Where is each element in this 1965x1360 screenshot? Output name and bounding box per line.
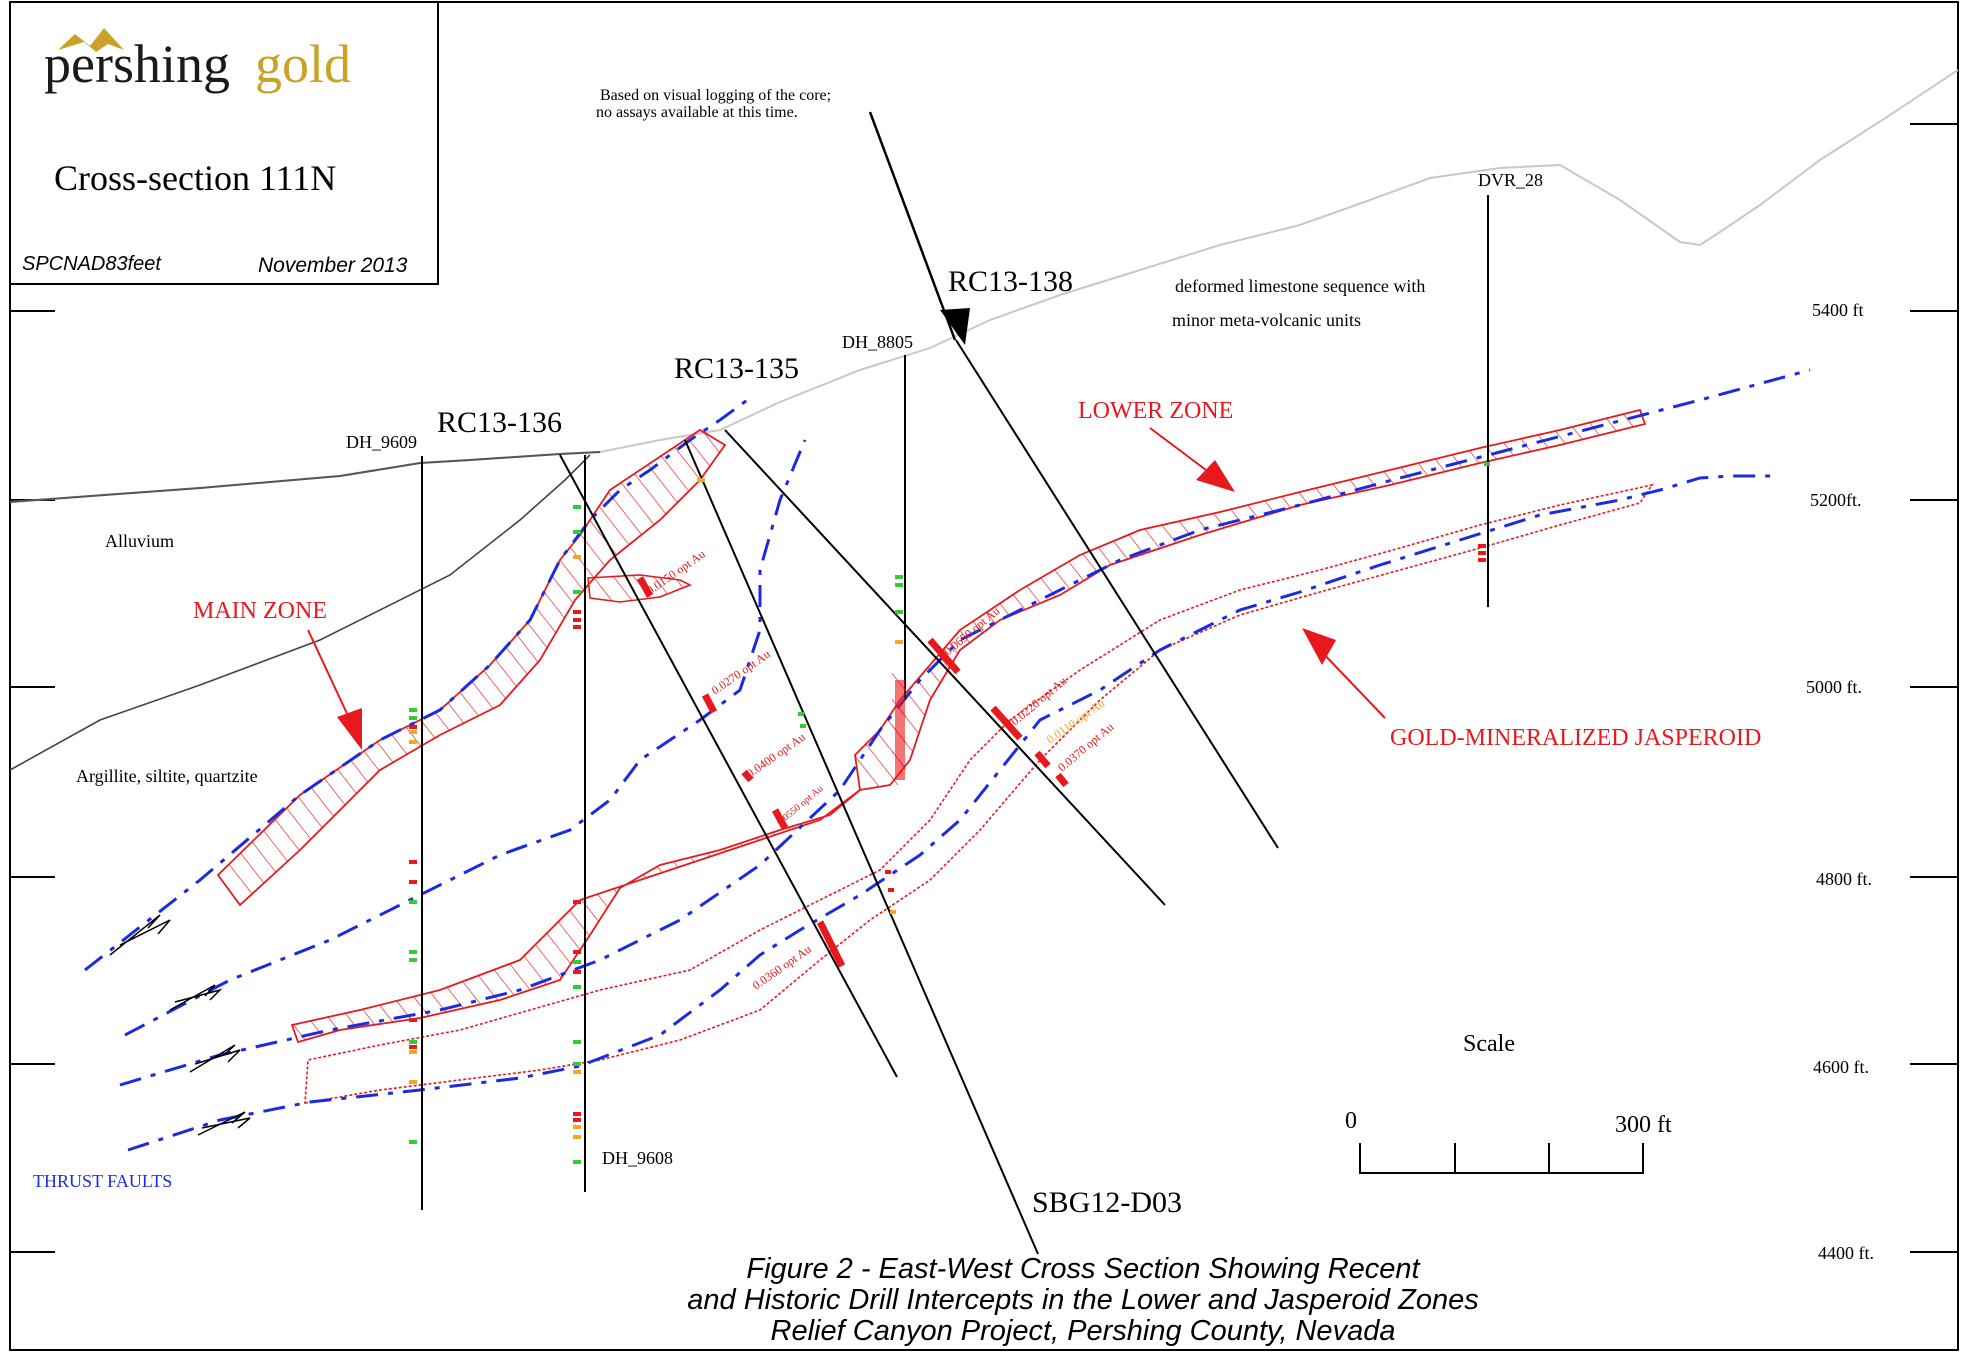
argillite-label: Argillite, siltite, quartzite (76, 766, 258, 786)
scale-max-label: 300 ft (1615, 1112, 1672, 1138)
drillhole-sbg12-d03 (684, 439, 1039, 1255)
thrust-faults (84, 368, 1811, 1152)
scale-title: Scale (1463, 1031, 1515, 1057)
thrust-fault-4 (127, 474, 1780, 1152)
company-logo: pershing gold (44, 28, 351, 94)
coordinate-system-label: SPCNAD83feet (22, 253, 162, 275)
alluvium-label: Alluvium (105, 531, 174, 551)
logo-word-pershing: pershing (44, 34, 230, 94)
sbg12-d03-label: SBG12-D03 (1032, 1186, 1182, 1219)
figure-caption: Figure 2 - East-West Cross Section Showi… (687, 1253, 1478, 1347)
notes: Based on visual logging of the core; no … (596, 87, 1425, 330)
drillhole-labels: DH_9609 DH_9608 DH_8805 DVR_28 RC13-136 … (346, 170, 1543, 1219)
logo-word-gold: gold (255, 34, 351, 94)
elevation-labels: 5400 ft 5200ft. 5000 ft. 4800 ft. 4600 f… (1806, 300, 1874, 1263)
scale-bar: Scale 0 300 ft (1345, 1031, 1672, 1174)
assay-marks (409, 462, 1490, 1164)
scale-min-label: 0 (1345, 1108, 1357, 1134)
rc13-136-label: RC13-136 (437, 406, 562, 439)
geology-note-line2: minor meta-volcanic units (1172, 310, 1361, 330)
title-block (9, 1, 439, 285)
main-zone-polygon (216, 428, 727, 907)
elev-4400-label: 4400 ft. (1818, 1243, 1874, 1263)
logging-note-line1: Based on visual logging of the core; (600, 87, 831, 104)
thrust-fault-1 (84, 396, 751, 972)
caption-line2: and Historic Drill Intercepts in the Low… (687, 1284, 1478, 1316)
main-zone-arrowhead-icon (337, 708, 362, 750)
lower-zone-arrowhead-icon (1196, 460, 1235, 492)
intercept-h-label: 0.0360 opt Au (750, 942, 814, 993)
alluvium-contact-line (9, 454, 591, 771)
rc13-138-label: RC13-138 (948, 265, 1073, 298)
rc13-138-projection-line (868, 111, 957, 341)
section-title: Cross-section 111N (54, 158, 336, 198)
dh9608-label: DH_9608 (602, 1148, 673, 1168)
elev-4600-label: 4600 ft. (1813, 1057, 1869, 1077)
drill-holes (421, 111, 1489, 1255)
drillhole-rc13-135 (724, 429, 1166, 906)
rc13-135-label: RC13-135 (674, 352, 799, 385)
zone-labels: MAIN ZONE LOWER ZONE GOLD-MINERALIZED JA… (193, 398, 1761, 751)
drillhole-rc13-138 (955, 339, 1279, 849)
jasperoid-label: GOLD-MINERALIZED JASPEROID (1390, 725, 1761, 751)
elev-5400-label: 5400 ft (1812, 300, 1864, 320)
main-zone-label: MAIN ZONE (193, 598, 327, 624)
thrust-faults-label: THRUST FAULTS (33, 1171, 172, 1191)
mountain-logo-icon (58, 28, 124, 52)
zone-arrows (307, 427, 1386, 721)
dvr28-label: DVR_28 (1478, 170, 1543, 190)
main-zone-lobe (587, 574, 692, 603)
elev-5000-label: 5000 ft. (1806, 677, 1862, 697)
dh8805-label: DH_8805 (842, 332, 913, 352)
geology-note-line1: deformed limestone sequence with (1175, 276, 1425, 296)
logging-note-line2: no assays available at this time. (596, 104, 798, 121)
drillhole-rc13-136 (559, 454, 898, 1078)
elevation-ticks (10, 123, 1958, 1253)
thrust-fault-2 (124, 439, 807, 1037)
thrust-fault-3 (119, 368, 1811, 1087)
caption-line3: Relief Canyon Project, Pershing County, … (771, 1315, 1396, 1347)
lower-zone-label: LOWER ZONE (1078, 398, 1233, 424)
zone-arrowheads (337, 460, 1336, 750)
caption-line1: Figure 2 - East-West Cross Section Showi… (746, 1253, 1421, 1285)
figure-frame (9, 1, 1959, 1351)
date-label: November 2013 (258, 254, 408, 277)
surface-left-line (9, 451, 601, 503)
intercept-i-label: 0.0650 opt Au (941, 604, 1002, 659)
elev-4800-label: 4800 ft. (1816, 869, 1872, 889)
intercept-c-label: 0.0400 opt Au (744, 730, 808, 781)
fault-movement-arrows (109, 914, 251, 1136)
elev-5200-label: 5200ft. (1810, 490, 1862, 510)
rc13-138-arrowhead (940, 308, 970, 345)
jasperoid-envelope (304, 483, 1654, 1104)
dh9609-label: DH_9609 (346, 432, 417, 452)
jasperoid-hatched-polygon (290, 789, 861, 1044)
jasperoid-arrowhead-icon (1302, 628, 1336, 665)
